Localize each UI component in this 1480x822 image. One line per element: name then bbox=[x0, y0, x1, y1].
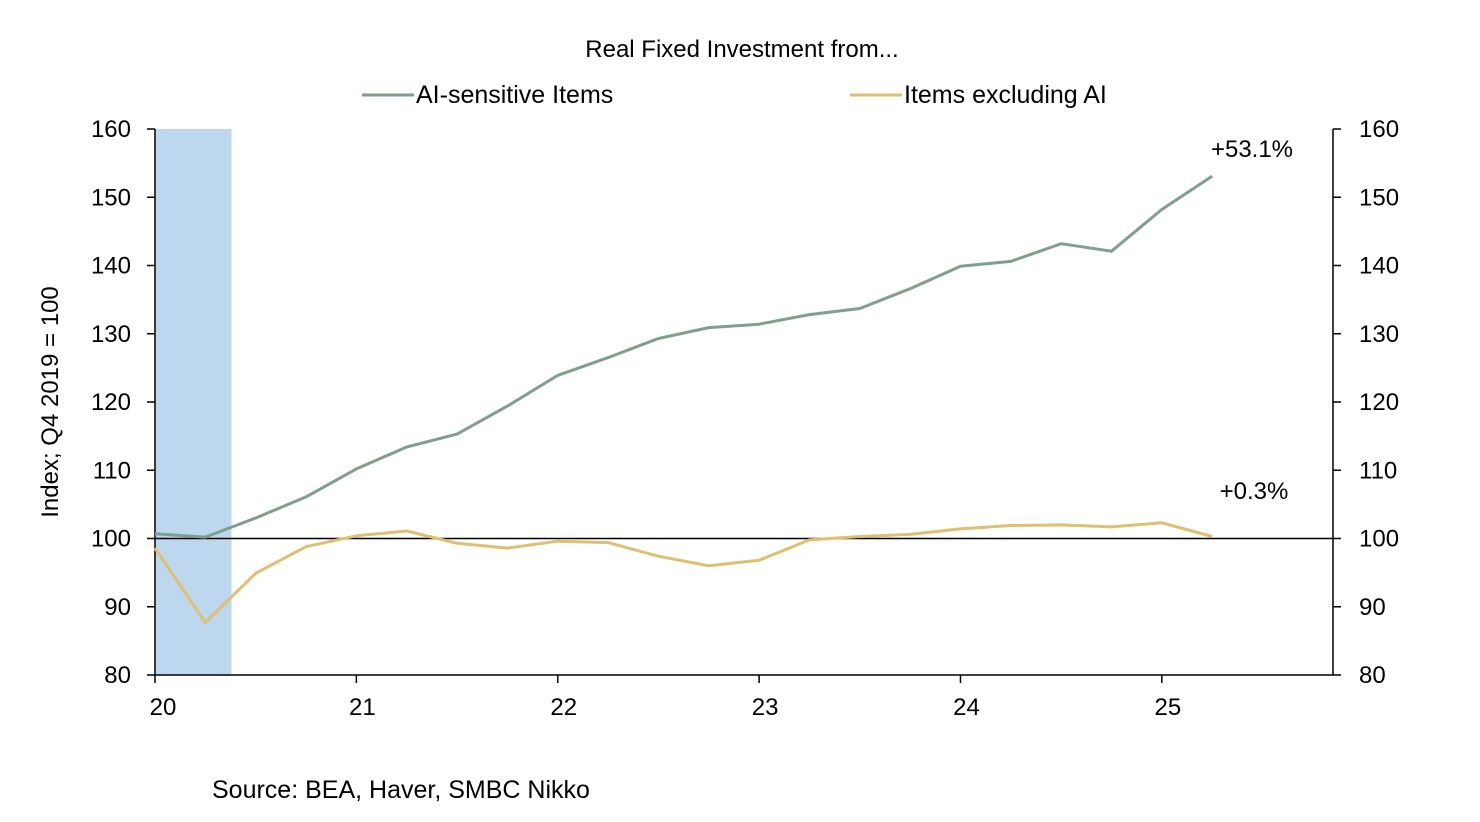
y-tick-label-left: 120 bbox=[91, 389, 131, 416]
y-tick-label-left: 90 bbox=[104, 594, 131, 621]
x-tick-label: 25 bbox=[1154, 694, 1181, 721]
y-tick-label-right: 120 bbox=[1359, 389, 1399, 416]
y-tick-label-right: 140 bbox=[1359, 253, 1399, 280]
left-y-ticks: 80 90 100 110 120 130 140 150 160 bbox=[91, 116, 155, 689]
annotation-non-ai-growth: +0.3% bbox=[1220, 478, 1289, 505]
x-tick-label: 23 bbox=[752, 694, 779, 721]
y-tick-label-left: 140 bbox=[91, 253, 131, 280]
y-tick-label-right: 130 bbox=[1359, 321, 1399, 348]
legend-label-ai-sensitive: AI-sensitive Items bbox=[416, 81, 613, 109]
x-tick-label: 24 bbox=[953, 694, 980, 721]
y-tick-label-right: 80 bbox=[1359, 662, 1386, 689]
y-tick-label-right: 160 bbox=[1359, 116, 1399, 143]
y-tick-label-left: 100 bbox=[91, 526, 131, 553]
legend: AI-sensitive Items Items excluding AI bbox=[362, 81, 1107, 109]
chart-title: Real Fixed Investment from... bbox=[585, 36, 898, 63]
x-ticks: 20 21 22 23 24 25 bbox=[150, 675, 1181, 721]
x-tick-label: 20 bbox=[150, 694, 177, 721]
y-tick-label-left: 130 bbox=[91, 321, 131, 348]
y-tick-label-left: 80 bbox=[104, 662, 131, 689]
source-note: Source: BEA, Haver, SMBC Nikko bbox=[212, 776, 590, 804]
y-tick-label-right: 150 bbox=[1359, 184, 1399, 211]
y-tick-label-right: 90 bbox=[1359, 594, 1386, 621]
annotation-ai-growth: +53.1% bbox=[1211, 136, 1293, 163]
y-tick-label-left: 110 bbox=[93, 457, 131, 484]
series-line-ai-sensitive bbox=[154, 174, 1214, 539]
legend-label-excluding-ai: Items excluding AI bbox=[904, 81, 1107, 109]
y-axis-label: Index; Q4 2019 = 100 bbox=[37, 286, 64, 518]
right-y-ticks: 80 90 100 110 120 130 140 150 160 bbox=[1333, 116, 1399, 689]
x-tick-label: 21 bbox=[349, 694, 376, 721]
y-tick-label-left: 150 bbox=[91, 184, 131, 211]
y-tick-label-left: 160 bbox=[91, 116, 131, 143]
series-line-excluding-ai bbox=[153, 521, 1213, 624]
y-tick-label-right: 110 bbox=[1359, 457, 1397, 484]
y-tick-label-right: 100 bbox=[1359, 526, 1399, 553]
recession-shading bbox=[155, 129, 232, 675]
x-tick-label: 22 bbox=[550, 694, 577, 721]
